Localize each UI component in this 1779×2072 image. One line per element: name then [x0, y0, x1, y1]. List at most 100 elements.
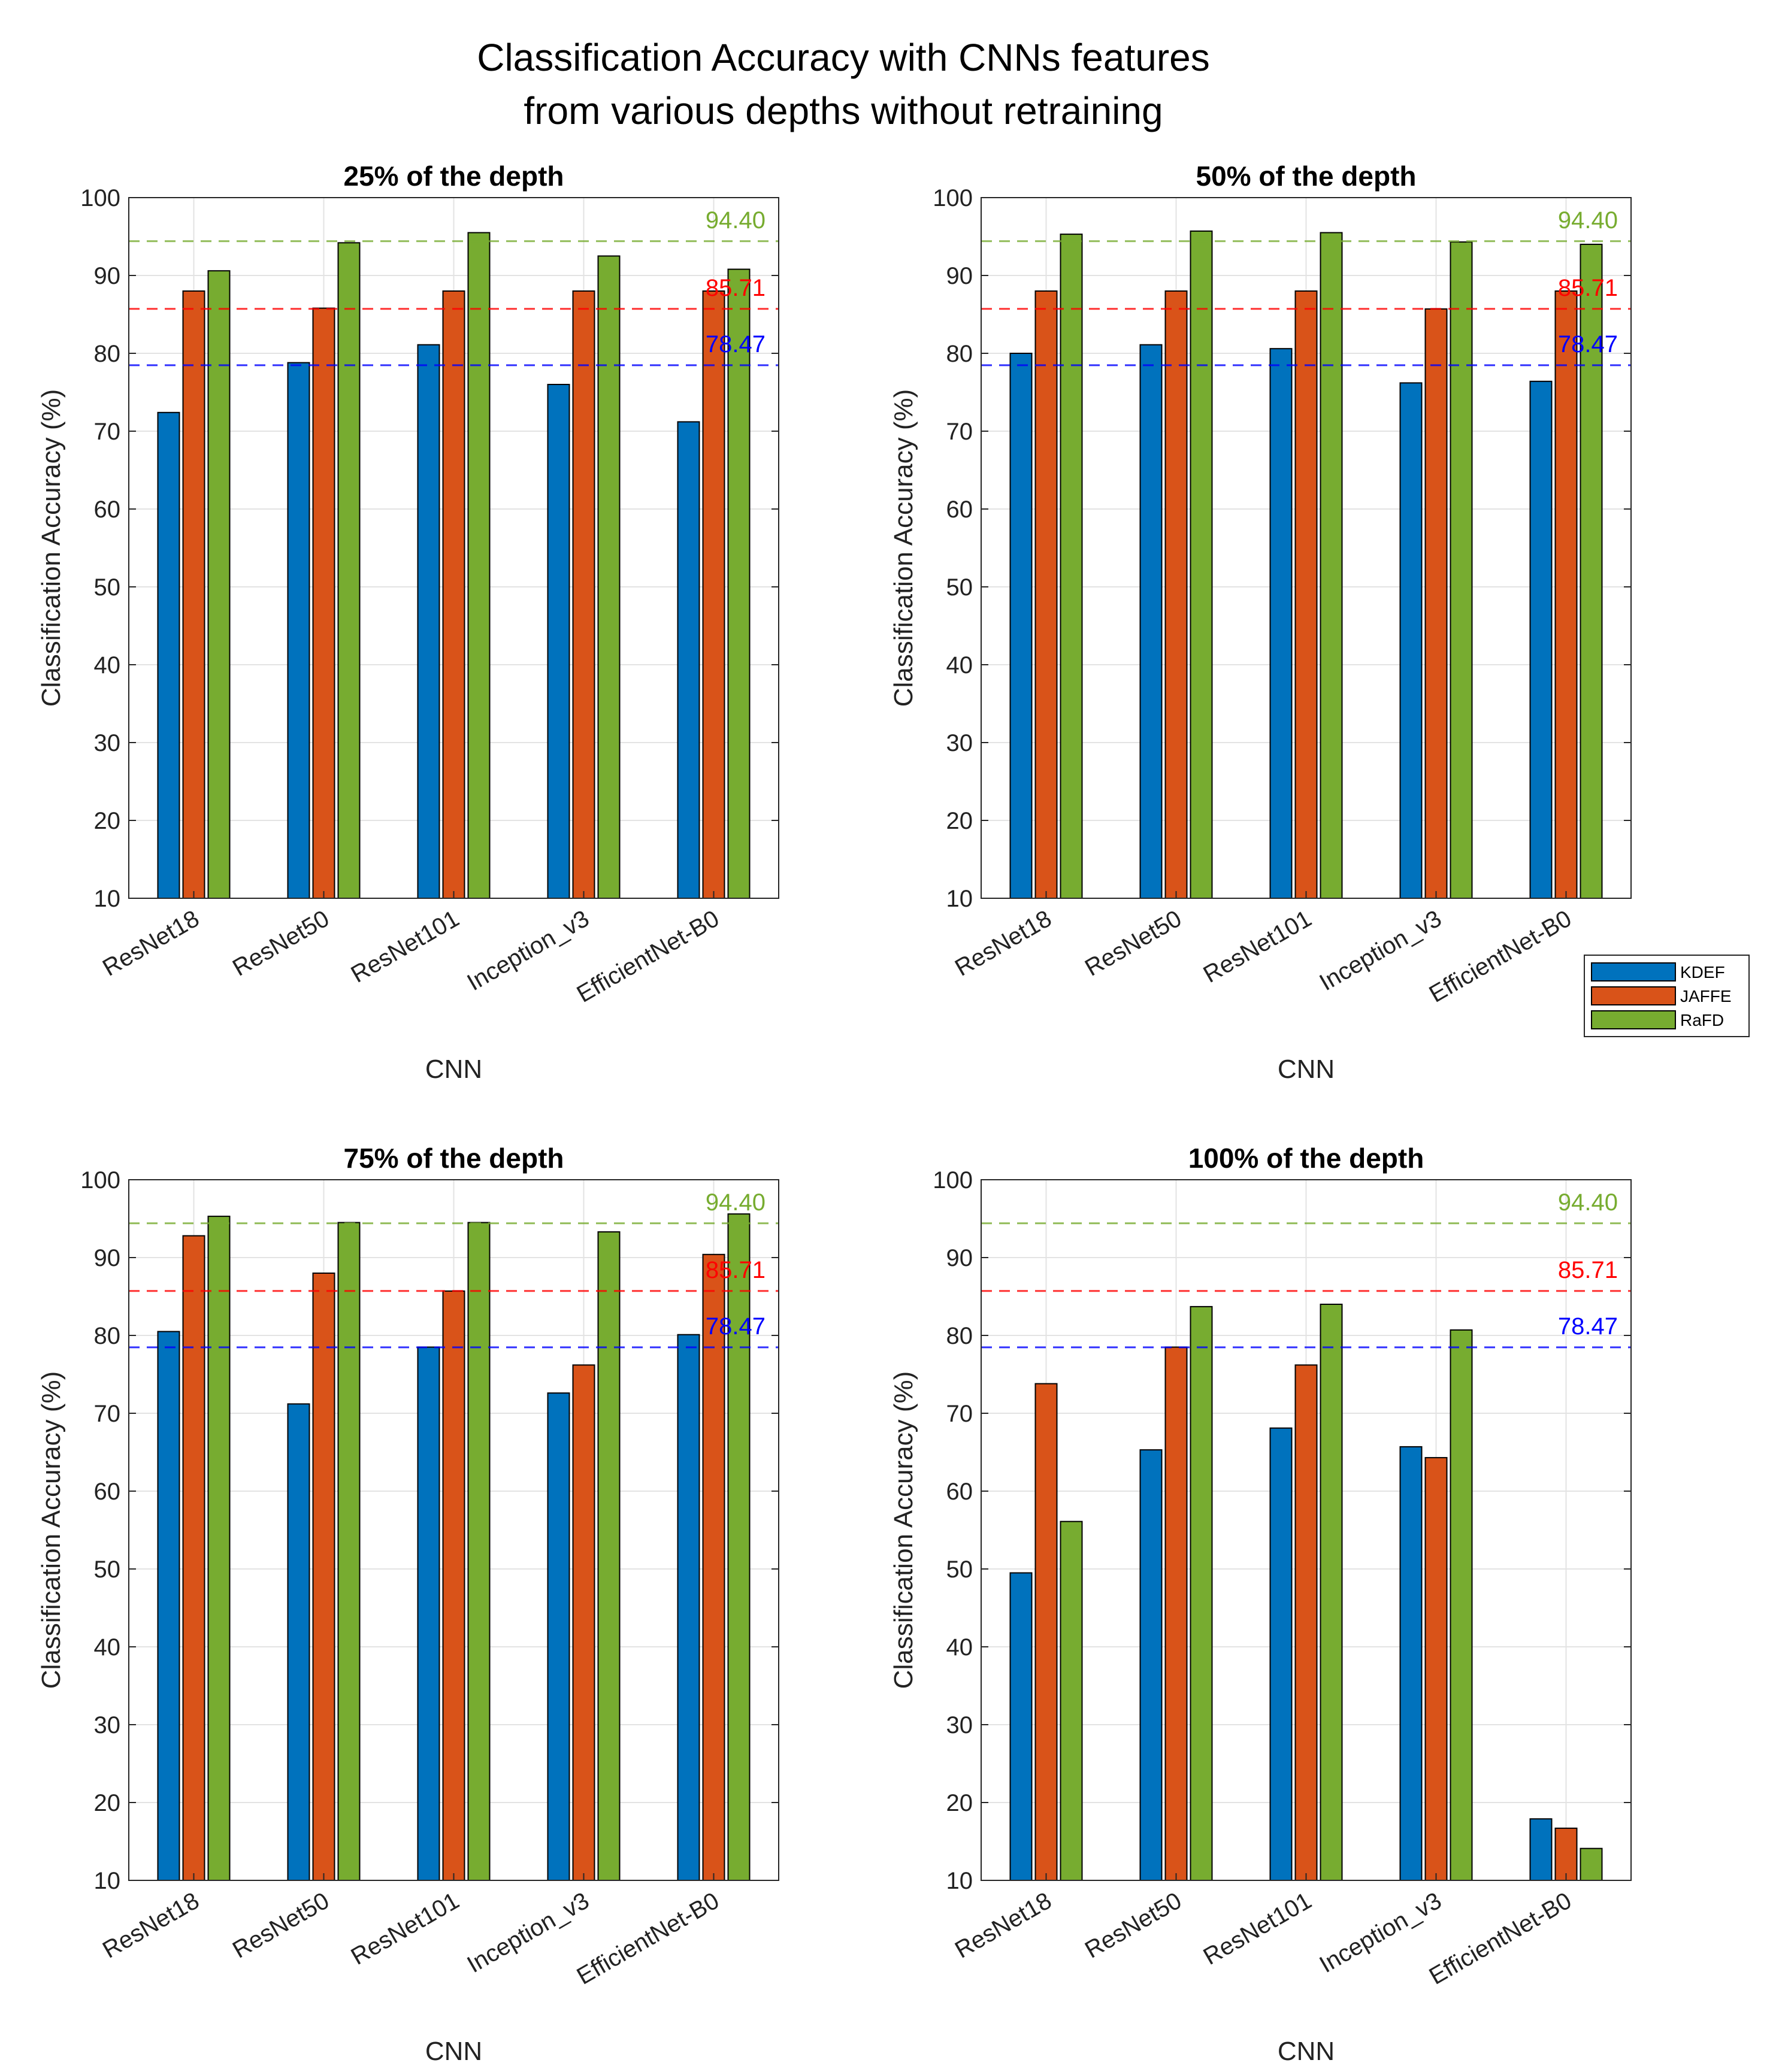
bar-rafd-resnet18 [1060, 1520, 1083, 1881]
bar-kdef-inception-v3 [1399, 1446, 1423, 1881]
bar-jaffe-efficientnet-b0 [1554, 1827, 1578, 1881]
panel-3: 94.4085.7178.47102030405060708090100ResN… [37, 1143, 779, 2066]
y-tick-label: 80 [946, 341, 973, 367]
bar-kdef-resnet101 [1269, 1427, 1293, 1881]
y-tick-label: 30 [94, 730, 121, 756]
panel-4: 94.4085.7178.47102030405060708090100ResN… [889, 1143, 1632, 2066]
y-axis-label: Classification Accuracy (%) [889, 1371, 918, 1689]
x-axis-label: CNN [425, 2037, 482, 2066]
bar-rafd-resnet18 [1060, 234, 1083, 899]
y-tick-label: 40 [946, 652, 973, 678]
bar-kdef-resnet18 [1009, 353, 1033, 899]
bar-rafd-resnet50 [1190, 1305, 1213, 1881]
panel-title: 75% of the depth [343, 1143, 564, 1174]
bar-jaffe-resnet50 [312, 307, 335, 899]
bar-jaffe-resnet18 [182, 1235, 205, 1882]
y-tick-label: 50 [94, 574, 121, 601]
bar-jaffe-resnet101 [442, 290, 465, 899]
y-tick-label: 100 [80, 1167, 120, 1193]
bar-kdef-efficientnet-b0 [1529, 1818, 1553, 1882]
bar-jaffe-resnet50 [1164, 290, 1188, 899]
y-tick-label: 20 [94, 808, 121, 834]
bar-rafd-resnet101 [467, 1222, 491, 1881]
bar-rafd-inception-v3 [597, 255, 621, 899]
y-tick-label: 90 [946, 263, 973, 289]
y-tick-label: 50 [94, 1556, 121, 1583]
bar-jaffe-resnet18 [182, 290, 205, 899]
reference-label-kdef: 78.47 [706, 1313, 766, 1340]
y-tick-label: 90 [94, 1245, 121, 1271]
y-tick-label: 90 [946, 1245, 973, 1271]
bar-rafd-inception-v3 [1450, 241, 1473, 899]
bar-rafd-resnet101 [1320, 232, 1343, 899]
bar-kdef-inception-v3 [547, 1392, 570, 1881]
x-axis-label: CNN [1278, 2037, 1335, 2066]
bar-kdef-resnet18 [1009, 1572, 1033, 1881]
y-tick-label: 10 [94, 1868, 121, 1894]
bar-kdef-resnet101 [417, 344, 440, 899]
x-axis-label: CNN [1278, 1055, 1335, 1084]
bar-jaffe-resnet101 [442, 1290, 465, 1881]
y-tick-label: 70 [946, 1401, 973, 1427]
reference-label-kdef: 78.47 [1558, 1313, 1618, 1340]
bar-rafd-resnet101 [467, 232, 491, 899]
bar-jaffe-efficientnet-b0 [1554, 290, 1578, 899]
bar-jaffe-efficientnet-b0 [702, 1253, 725, 1881]
y-tick-label: 50 [946, 1556, 973, 1583]
y-tick-label: 10 [946, 1868, 973, 1894]
bar-kdef-resnet101 [417, 1346, 440, 1881]
reference-label-kdef: 78.47 [706, 331, 766, 358]
panel-2: 94.4085.7178.47102030405060708090100ResN… [889, 160, 1632, 1084]
bar-rafd-resnet50 [1190, 230, 1213, 899]
bar-jaffe-inception-v3 [572, 290, 595, 899]
reference-label-jaffe: 85.71 [1558, 275, 1618, 301]
y-tick-label: 80 [94, 341, 121, 367]
bar-kdef-resnet50 [1139, 344, 1163, 899]
y-tick-label: 40 [94, 652, 121, 678]
bar-jaffe-resnet18 [1034, 1383, 1058, 1882]
bar-rafd-resnet50 [337, 242, 361, 899]
bar-kdef-efficientnet-b0 [677, 421, 700, 899]
bar-rafd-efficientnet-b0 [1580, 244, 1603, 899]
y-tick-label: 100 [80, 185, 120, 211]
reference-label-rafd: 94.40 [706, 207, 766, 234]
bar-rafd-inception-v3 [597, 1231, 621, 1882]
y-tick-label: 30 [94, 1712, 121, 1738]
bar-rafd-resnet18 [207, 1216, 231, 1881]
bar-jaffe-efficientnet-b0 [702, 290, 725, 899]
y-tick-label: 80 [94, 1323, 121, 1349]
bar-rafd-inception-v3 [1450, 1329, 1473, 1881]
bar-rafd-resnet18 [207, 270, 231, 899]
bar-kdef-efficientnet-b0 [677, 1334, 700, 1881]
panel-title: 50% of the depth [1196, 160, 1416, 192]
bar-jaffe-inception-v3 [572, 1364, 595, 1881]
reference-label-jaffe: 85.71 [1558, 1257, 1618, 1283]
y-tick-label: 60 [94, 1479, 121, 1505]
bar-rafd-resnet50 [337, 1222, 361, 1881]
y-tick-label: 60 [946, 1479, 973, 1505]
bar-kdef-resnet101 [1269, 348, 1293, 899]
reference-label-jaffe: 85.71 [706, 275, 766, 301]
chart-panels: 94.4085.7178.47102030405060708090100ResN… [37, 160, 1632, 2066]
reference-label-rafd: 94.40 [1558, 207, 1618, 234]
bar-kdef-efficientnet-b0 [1529, 380, 1553, 899]
y-axis-label: Classification Accuracy (%) [37, 1371, 66, 1689]
y-tick-label: 70 [94, 1401, 121, 1427]
y-tick-label: 60 [94, 496, 121, 523]
figure-title-line-1: Classification Accuracy with CNNs featur… [477, 36, 1210, 79]
legend-entry-jaffe: JAFFE [1680, 987, 1732, 1005]
panel-title: 25% of the depth [343, 160, 564, 192]
bar-kdef-resnet18 [157, 411, 180, 899]
y-axis-label: Classification Accuracy (%) [889, 389, 918, 707]
figure-title-line-2: from various depths without retraining [524, 89, 1163, 132]
bar-jaffe-resnet18 [1034, 290, 1058, 899]
y-tick-label: 50 [946, 574, 973, 601]
legend-entry-rafd: RaFD [1680, 1011, 1724, 1029]
y-tick-label: 100 [933, 185, 973, 211]
reference-label-rafd: 94.40 [706, 1189, 766, 1216]
y-axis-label: Classification Accuracy (%) [37, 389, 66, 707]
bar-kdef-resnet50 [287, 362, 310, 899]
bar-kdef-inception-v3 [1399, 382, 1423, 899]
legend: KDEF JAFFE RaFD [1584, 955, 1750, 1037]
